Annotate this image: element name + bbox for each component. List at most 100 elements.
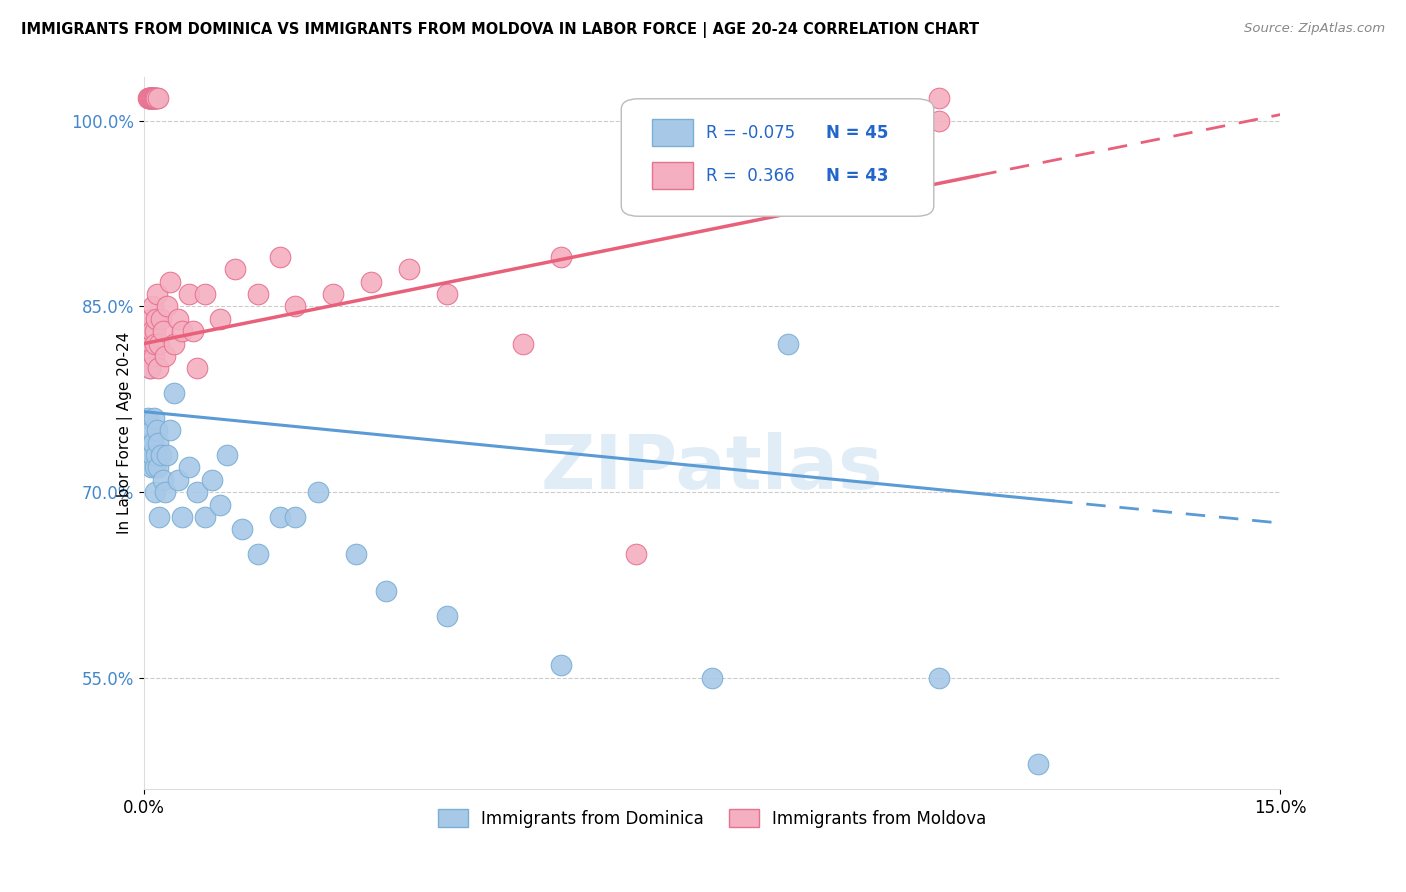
Point bbox=[138, 448, 160, 462]
Text: R = -0.075: R = -0.075 bbox=[706, 124, 796, 142]
Point bbox=[208, 498, 231, 512]
Text: N = 43: N = 43 bbox=[825, 167, 889, 185]
Point bbox=[307, 485, 329, 500]
Point bbox=[138, 435, 160, 450]
Point bbox=[152, 473, 174, 487]
Point bbox=[156, 300, 179, 314]
Point bbox=[217, 448, 239, 462]
Point bbox=[141, 91, 163, 105]
Point bbox=[146, 287, 169, 301]
Point bbox=[776, 336, 799, 351]
Point bbox=[928, 671, 950, 685]
Point bbox=[141, 448, 163, 462]
Point bbox=[141, 91, 163, 105]
Point bbox=[139, 460, 162, 475]
Point bbox=[179, 460, 201, 475]
Point bbox=[436, 287, 458, 301]
Point bbox=[512, 336, 534, 351]
Point bbox=[139, 91, 162, 105]
Point bbox=[246, 547, 269, 561]
Point bbox=[360, 275, 382, 289]
Point bbox=[159, 275, 181, 289]
Point bbox=[148, 509, 170, 524]
Point bbox=[139, 361, 162, 376]
Point bbox=[141, 324, 163, 338]
Point bbox=[550, 250, 572, 264]
Point bbox=[163, 386, 186, 401]
Point bbox=[246, 287, 269, 301]
Point bbox=[167, 311, 190, 326]
Point bbox=[156, 448, 179, 462]
Point bbox=[139, 91, 162, 105]
Point bbox=[344, 547, 367, 561]
Bar bbox=[652, 120, 693, 146]
Point bbox=[626, 547, 648, 561]
FancyBboxPatch shape bbox=[621, 99, 934, 216]
Text: ZIPatlas: ZIPatlas bbox=[541, 433, 883, 506]
Point bbox=[143, 485, 166, 500]
Point bbox=[138, 349, 160, 363]
Point bbox=[224, 262, 246, 277]
Point bbox=[142, 410, 165, 425]
Point bbox=[143, 460, 166, 475]
Point bbox=[269, 250, 291, 264]
Point bbox=[145, 91, 167, 105]
Text: Source: ZipAtlas.com: Source: ZipAtlas.com bbox=[1244, 22, 1385, 36]
Point bbox=[269, 509, 291, 524]
Point bbox=[153, 349, 176, 363]
Point bbox=[550, 658, 572, 673]
Point bbox=[142, 349, 165, 363]
Point bbox=[139, 91, 162, 105]
Point bbox=[146, 423, 169, 437]
Point bbox=[375, 584, 398, 599]
Point bbox=[141, 91, 163, 105]
Point bbox=[193, 509, 215, 524]
Point bbox=[231, 522, 253, 536]
Point bbox=[145, 311, 167, 326]
Point bbox=[186, 361, 208, 376]
Point bbox=[149, 311, 172, 326]
Legend: Immigrants from Dominica, Immigrants from Moldova: Immigrants from Dominica, Immigrants fro… bbox=[432, 803, 993, 834]
Point bbox=[139, 91, 162, 105]
Point bbox=[186, 485, 208, 500]
Point bbox=[141, 336, 163, 351]
Point bbox=[143, 324, 166, 338]
Point bbox=[141, 91, 163, 105]
Point bbox=[149, 448, 172, 462]
Point bbox=[143, 91, 166, 105]
Point bbox=[181, 324, 204, 338]
Point bbox=[142, 91, 165, 105]
Point bbox=[170, 324, 193, 338]
Point bbox=[398, 262, 420, 277]
Point bbox=[322, 287, 344, 301]
Point bbox=[152, 324, 174, 338]
Point bbox=[284, 509, 307, 524]
Text: IMMIGRANTS FROM DOMINICA VS IMMIGRANTS FROM MOLDOVA IN LABOR FORCE | AGE 20-24 C: IMMIGRANTS FROM DOMINICA VS IMMIGRANTS F… bbox=[21, 22, 979, 38]
Point bbox=[146, 91, 169, 105]
Point bbox=[146, 435, 169, 450]
Point bbox=[153, 485, 176, 500]
Point bbox=[163, 336, 186, 351]
Point bbox=[136, 336, 159, 351]
Point bbox=[148, 460, 170, 475]
Text: R =  0.366: R = 0.366 bbox=[706, 167, 796, 185]
Point bbox=[142, 300, 165, 314]
Point bbox=[143, 91, 166, 105]
Point bbox=[136, 410, 159, 425]
Point bbox=[179, 287, 201, 301]
Point bbox=[142, 91, 165, 105]
Point bbox=[1026, 757, 1049, 772]
Point bbox=[138, 91, 160, 105]
Point bbox=[142, 91, 165, 105]
Point bbox=[146, 91, 169, 105]
Point bbox=[146, 361, 169, 376]
Bar bbox=[652, 162, 693, 189]
Text: N = 45: N = 45 bbox=[825, 124, 889, 142]
Point bbox=[138, 91, 160, 105]
Y-axis label: In Labor Force | Age 20-24: In Labor Force | Age 20-24 bbox=[117, 332, 132, 534]
Point bbox=[139, 311, 162, 326]
Point bbox=[148, 336, 170, 351]
Point bbox=[193, 287, 215, 301]
Point bbox=[284, 300, 307, 314]
Point bbox=[167, 473, 190, 487]
